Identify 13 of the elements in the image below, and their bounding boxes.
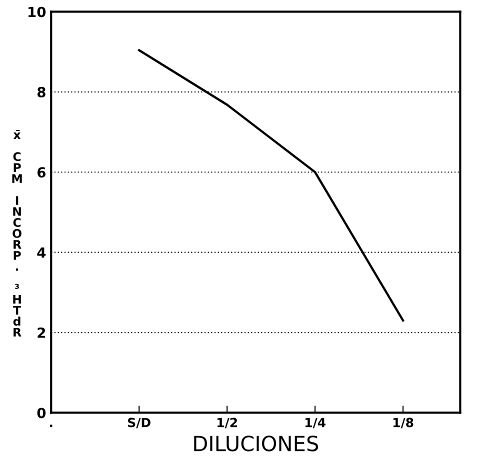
x-axis-title: DILUCIONES	[194, 436, 318, 452]
y-tick-label: 10	[28, 6, 46, 18]
y-tick-label: 8	[37, 86, 46, 98]
x-tick-label: S/D	[128, 418, 150, 428]
y-tick-label: 4	[37, 247, 46, 258]
x-tick-label: 1/8	[393, 418, 414, 428]
y-tick-label: 6	[37, 167, 46, 178]
x-tick-label: 1/2	[218, 418, 237, 428]
x-tick-label: 1/4	[305, 418, 326, 428]
y-tick-label: 0	[37, 408, 46, 418]
y-tick-label: 2	[38, 327, 46, 338]
text: x̄ CPM INCORP. ³HTdR	[12, 130, 22, 337]
x-tick-label: .	[50, 424, 52, 428]
